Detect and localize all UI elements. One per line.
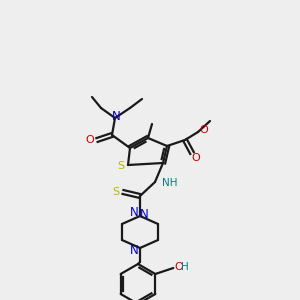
Text: S: S bbox=[117, 161, 124, 171]
Text: O: O bbox=[85, 135, 94, 145]
Text: O: O bbox=[200, 125, 208, 135]
Text: N: N bbox=[130, 206, 138, 220]
Text: NH: NH bbox=[162, 178, 178, 188]
Text: H: H bbox=[182, 262, 189, 272]
Text: N: N bbox=[130, 244, 138, 256]
Text: O: O bbox=[174, 262, 183, 272]
Text: N: N bbox=[112, 110, 120, 122]
Text: N: N bbox=[140, 208, 148, 220]
Text: O: O bbox=[192, 153, 200, 163]
Text: S: S bbox=[112, 187, 120, 197]
